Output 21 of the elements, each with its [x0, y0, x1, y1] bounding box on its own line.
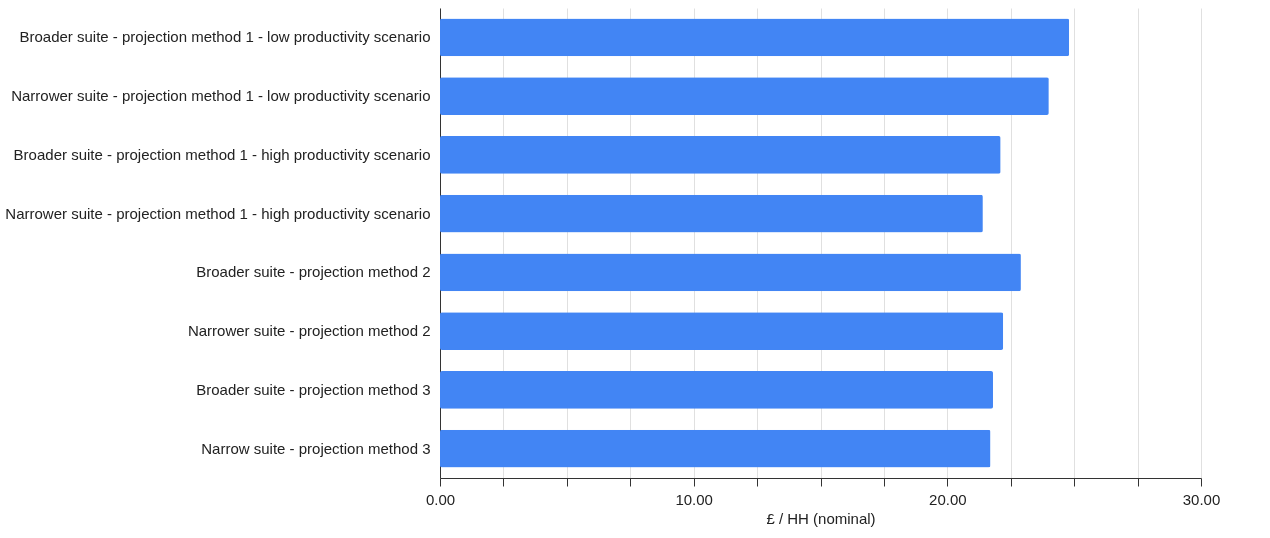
y-tick-label: Narrow suite - projection method 3 [201, 439, 431, 457]
y-tick-label: Broader suite - projection method 1 - low productivity scenario [19, 28, 431, 46]
bar [440, 429, 991, 468]
bar [440, 194, 983, 233]
y-tick-label: Narrower suite - projection method 1 - low productivity scenario [11, 87, 431, 105]
y-tick-label: Narrower suite - projection method 2 [187, 322, 431, 340]
bar [440, 18, 1070, 57]
bar [440, 312, 1004, 350]
bar [440, 253, 1021, 292]
y-tick-label: Broader suite - projection method 1 - high productivity scenario [13, 145, 431, 163]
x-tick-label: 30.00 [1182, 490, 1221, 508]
x-tick-label: 0.00 [425, 490, 456, 508]
x-tick-label: 10.00 [675, 490, 713, 508]
y-tick-label: Broader suite - projection method 3 [196, 380, 431, 398]
y-tick-label: Narrower suite - projection method 1 - high productivity scenario [5, 204, 431, 222]
x-axis-title: £ / HH (nominal) [766, 509, 876, 527]
bar [440, 371, 993, 409]
bar [440, 77, 1049, 115]
x-tick-label: 20.00 [929, 490, 967, 508]
bar [440, 136, 1001, 174]
y-tick-label: Broader suite - projection method 2 [196, 263, 431, 281]
